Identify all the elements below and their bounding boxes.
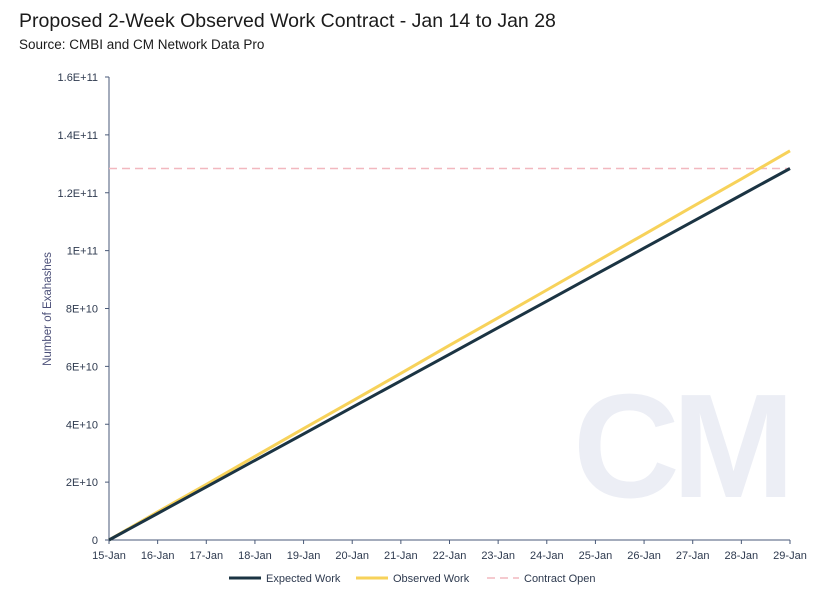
cm-watermark: CM — [573, 364, 787, 529]
y-tick-label: 1.4E+11 — [58, 130, 98, 142]
x-tick-label: 24-Jan — [530, 550, 564, 562]
y-tick-label: 2E+10 — [66, 477, 98, 489]
x-tick-label: 26-Jan — [627, 550, 661, 562]
y-tick-label: 1.6E+11 — [58, 72, 98, 84]
y-axis-ticks: 0 2E+10 4E+10 6E+10 8E+10 1E+11 1.2E+11 1.4E+11… — [58, 72, 109, 547]
legend: Expected Work Observed Work Contract Open — [229, 573, 596, 585]
series-line-observed-work — [108, 149, 791, 542]
x-tick-label: 29-Jan — [773, 550, 807, 562]
x-tick-label: 22-Jan — [433, 550, 467, 562]
y-tick-label: 8E+10 — [66, 304, 98, 316]
x-tick-label: 21-Jan — [384, 550, 418, 562]
y-tick-label: 4E+10 — [66, 419, 98, 431]
x-tick-label: 27-Jan — [676, 550, 710, 562]
x-tick-label: 18-Jan — [238, 550, 272, 562]
y-tick-label: 0 — [92, 535, 98, 547]
series-line-expected-work — [108, 167, 791, 542]
chart-title: Proposed 2-Week Observed Work Contract -… — [19, 10, 556, 32]
x-tick-label: 15-Jan — [92, 550, 126, 562]
legend-label-expected-work: Expected Work — [266, 573, 341, 585]
series-layer — [108, 149, 791, 542]
legend-label-observed-work: Observed Work — [393, 573, 470, 585]
y-tick-label: 1.2E+11 — [58, 188, 98, 200]
x-tick-label: 28-Jan — [725, 550, 759, 562]
y-tick-label: 1E+11 — [67, 246, 98, 258]
x-tick-label: 25-Jan — [579, 550, 613, 562]
legend-label-contract-open: Contract Open — [524, 573, 596, 585]
y-tick-label: 6E+10 — [66, 361, 98, 373]
chart-subtitle: Source: CMBI and CM Network Data Pro — [19, 37, 265, 52]
x-axis-ticks: 15-Jan 16-Jan 17-Jan 18-Jan 19-Jan 20-Jan 21-J… — [92, 540, 807, 562]
x-tick-label: 20-Jan — [335, 550, 369, 562]
y-axis-title: Number of Exahashes — [42, 252, 54, 366]
x-tick-label: 19-Jan — [287, 550, 321, 562]
x-tick-label: 17-Jan — [189, 550, 223, 562]
x-tick-label: 16-Jan — [141, 550, 175, 562]
x-tick-label: 23-Jan — [481, 550, 515, 562]
